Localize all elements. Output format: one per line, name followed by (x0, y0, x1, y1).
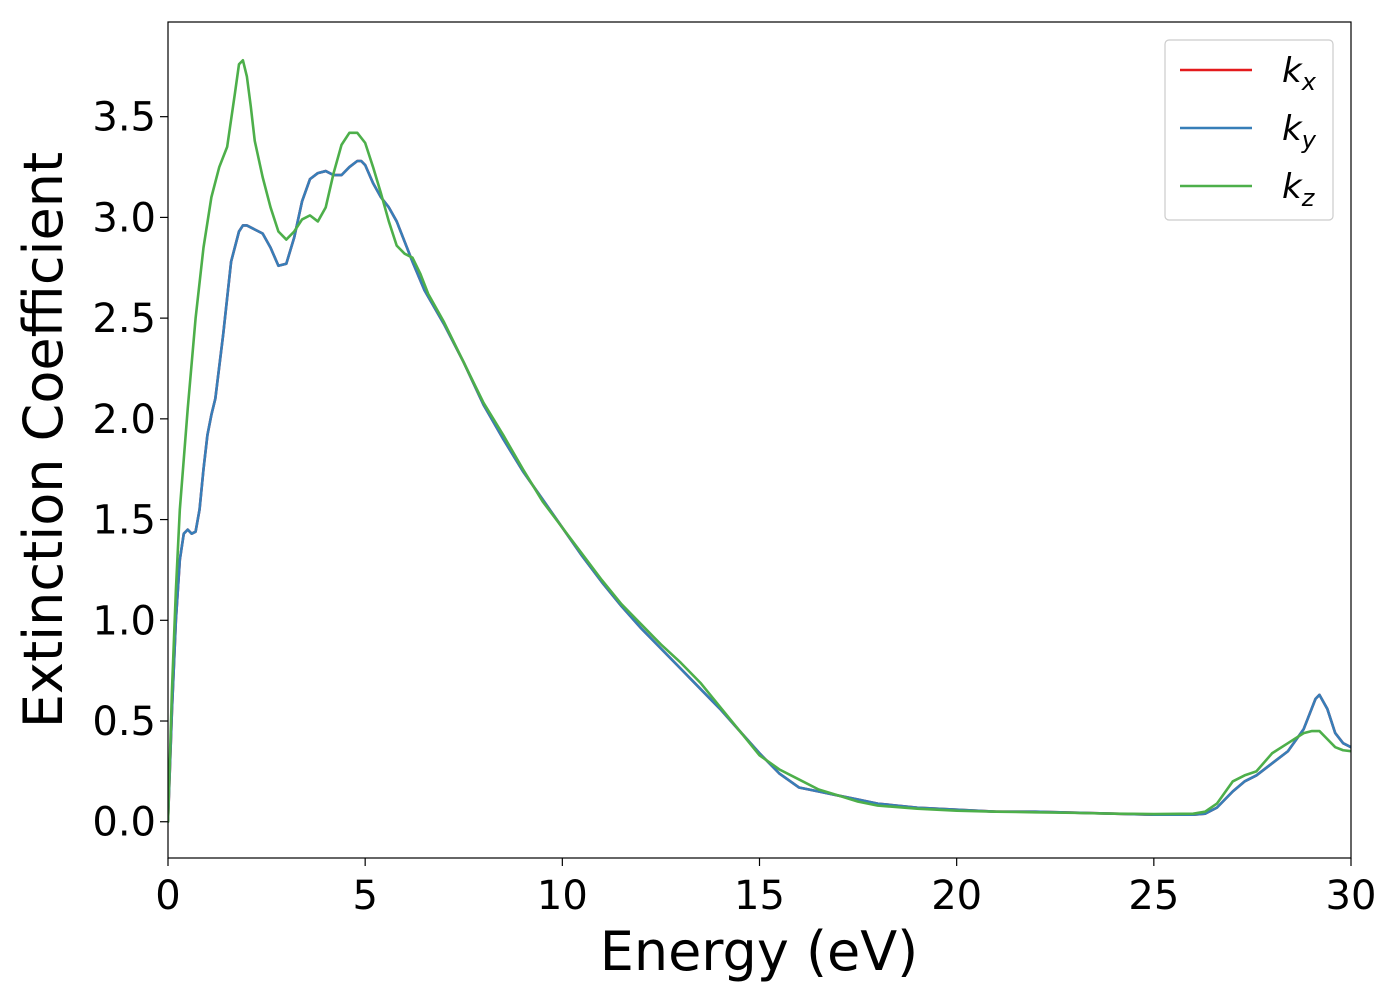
y-tick-label: 1.0 (92, 598, 156, 644)
y-axis-label: Extinction Coefficient (12, 152, 75, 728)
legend-label-kx: kx (1282, 51, 1317, 96)
x-tick-label: 25 (1128, 873, 1179, 919)
legend: kx ky kz (1164, 39, 1334, 221)
x-tick-label: 15 (734, 873, 785, 919)
y-tick-label: 3.0 (92, 195, 156, 241)
plot-area (168, 58, 1351, 824)
x-tick-label: 20 (931, 873, 982, 919)
legend-label-ky: ky (1282, 109, 1317, 154)
x-tick-label: 10 (537, 873, 588, 919)
y-tick-label: 2.5 (92, 296, 156, 342)
x-tick-label: 30 (1326, 873, 1377, 919)
legend-box (1164, 39, 1334, 221)
y-tick-label: 2.0 (92, 397, 156, 443)
x-axis-label: Energy (eV) (600, 920, 919, 983)
legend-label-kz: kz (1282, 167, 1316, 212)
y-tick-label: 0.0 (92, 800, 156, 846)
y-tick-label: 0.5 (92, 699, 156, 745)
axes: 0 5 10 15 20 25 30 0.0 0.5 1.0 1.5 2.0 2.5 3.0 3.5 (92, 21, 1377, 919)
x-tick-label: 5 (352, 873, 377, 919)
series-line-kz (168, 58, 1351, 824)
x-tick-label: 0 (155, 873, 180, 919)
y-tick-label: 3.5 (92, 95, 156, 141)
y-tick-label: 1.5 (92, 498, 156, 544)
